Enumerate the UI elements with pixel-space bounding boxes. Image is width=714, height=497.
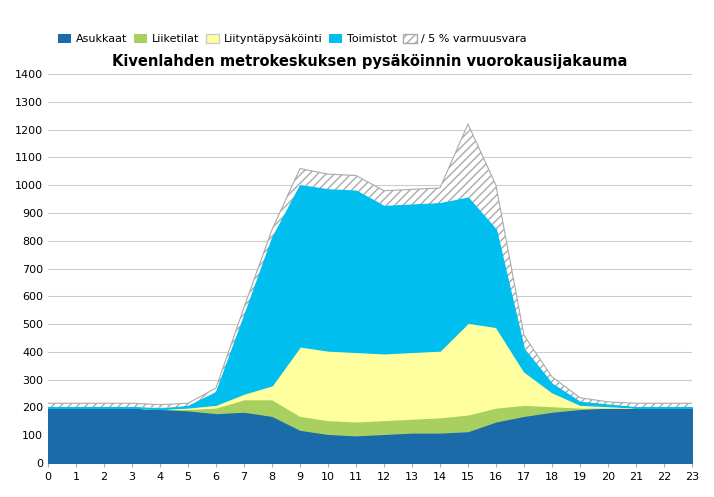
Legend: Asukkaat, Liiketilat, Liityntäpysäköinti, Toimistot, / 5 % varmuusvara: Asukkaat, Liiketilat, Liityntäpysäköinti… [54, 29, 531, 48]
Title: Kivenlahden metrokeskuksen pysäköinnin vuorokausijakauma: Kivenlahden metrokeskuksen pysäköinnin v… [112, 54, 628, 69]
